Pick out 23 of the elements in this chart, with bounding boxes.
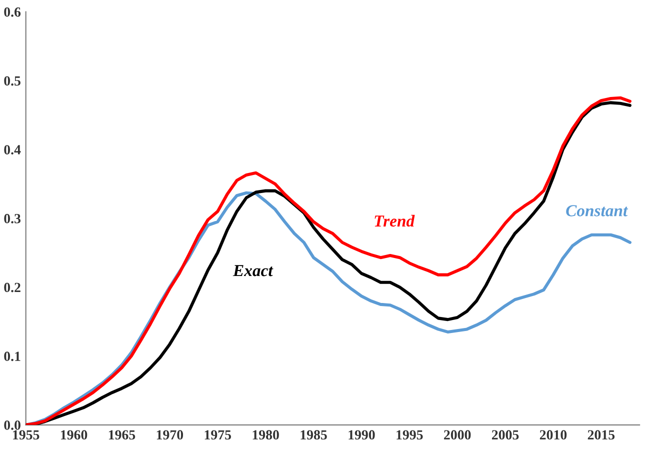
x-tick-label: 2000 [444,430,471,440]
x-tick-label: 1985 [300,430,327,440]
y-tick-label: 0.4 [4,145,21,155]
y-tick-label: 0.0 [4,420,20,430]
y-tick-label: 0.3 [4,214,21,224]
x-tick-label: 1975 [204,430,231,440]
y-tick-label: 0.2 [4,282,20,292]
x-tick-label: 1960 [61,430,88,440]
x-tick-label: 2005 [492,430,519,440]
series-label: Constant [566,205,628,216]
y-tick-label: 0.6 [4,7,21,17]
series-label: Exact [232,265,274,276]
x-tick-label: 2015 [588,430,615,440]
x-tick-label: 1955 [13,430,40,440]
x-tick-label: 2010 [540,430,567,440]
y-tick-label: 0.5 [4,76,20,86]
y-tick-label: 0.1 [4,352,20,362]
x-tick-label: 1980 [252,430,279,440]
x-tick-label: 1990 [348,430,375,440]
x-tick-label: 1965 [108,430,136,440]
x-tick-label: 1995 [396,430,423,440]
x-tick-label: 1970 [156,430,184,440]
series-label: Trend [374,214,415,227]
